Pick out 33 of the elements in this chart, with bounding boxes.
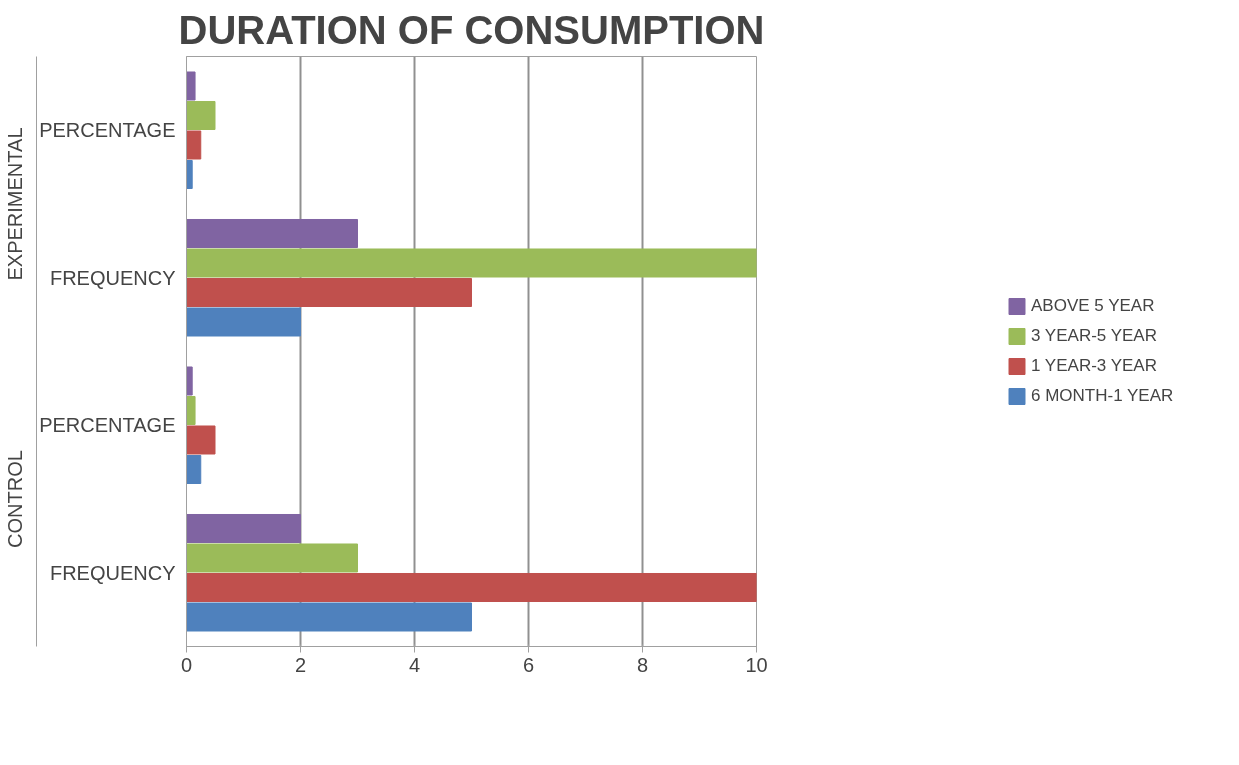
chart-title: DURATION OF CONSUMPTION — [178, 7, 765, 52]
y-tick-label: PERCENTAGE — [39, 119, 176, 142]
bar — [186, 366, 193, 396]
x-tick-label: 6 — [522, 653, 535, 676]
legend-label: ABOVE 5 YEAR — [1031, 296, 1156, 316]
x-tick-label: 2 — [294, 653, 307, 676]
bar — [186, 572, 757, 603]
legend-label: 1 YEAR-3 YEAR — [1031, 356, 1158, 376]
legend-label: 6 MONTH-1 YEAR — [1031, 386, 1175, 406]
bar — [186, 71, 196, 101]
bar — [186, 100, 216, 131]
x-tick-label: 4 — [408, 653, 421, 676]
text: CONTROL — [3, 450, 26, 548]
bar — [186, 454, 202, 485]
y-tick-label: FREQUENCY — [49, 561, 176, 584]
bar — [186, 602, 472, 632]
bar — [186, 277, 472, 308]
bar — [186, 307, 301, 337]
x-tick-label: 10 — [745, 653, 768, 676]
y-tick-label: FREQUENCY — [49, 266, 176, 289]
bar — [186, 130, 202, 160]
bar — [186, 248, 757, 278]
legend-label: 3 YEAR-5 YEAR — [1031, 326, 1158, 346]
bar — [186, 395, 196, 426]
x-tick-label: 0 — [180, 653, 193, 676]
bar — [186, 513, 301, 544]
bar — [186, 425, 216, 455]
text: EXPERIMENTAL — [3, 127, 26, 281]
bar — [186, 159, 193, 190]
y-tick-label: PERCENTAGE — [39, 414, 176, 437]
x-tick-label: 8 — [636, 653, 649, 676]
bar — [186, 543, 358, 573]
bar — [186, 218, 358, 249]
